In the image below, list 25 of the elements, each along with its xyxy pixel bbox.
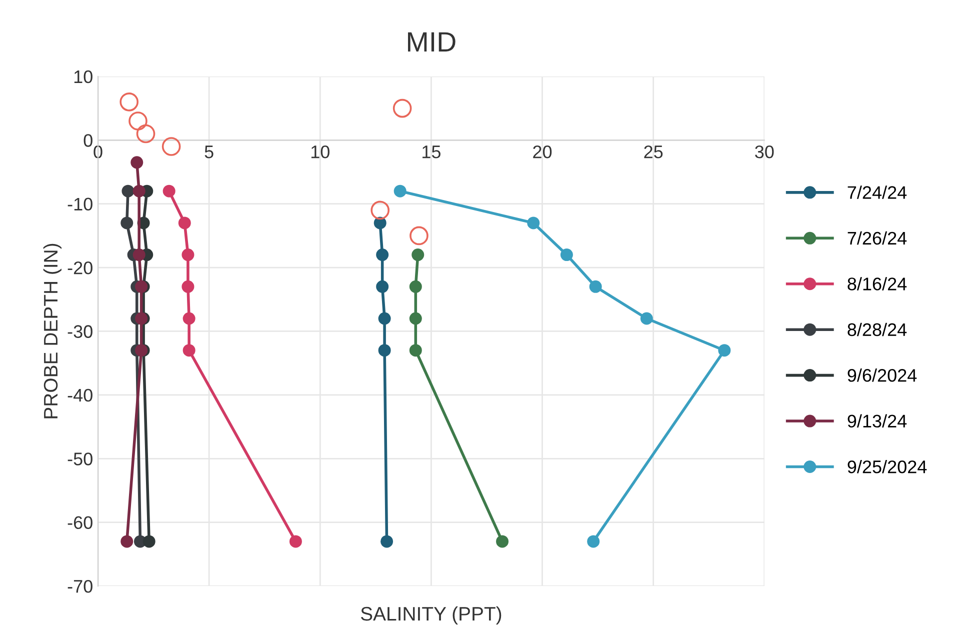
legend-label: 9/25/2024 xyxy=(848,460,927,474)
x-tick-label: 25 xyxy=(644,145,663,158)
x-tick-label: 30 xyxy=(755,145,774,158)
legend-label: 7/24/24 xyxy=(848,186,907,199)
y-tick-label: -40 xyxy=(68,388,92,402)
legend-label: 8/16/24 xyxy=(848,277,907,290)
y-tick-label: -20 xyxy=(68,261,92,274)
y-tick-label: 10 xyxy=(74,70,92,84)
y-tick-label: 0 xyxy=(84,134,92,147)
legend-label: 8/28/24 xyxy=(848,322,907,336)
y-axis-title: PROBE DEPTH (IN) xyxy=(43,244,62,418)
x-tick-label: 10 xyxy=(311,145,330,158)
x-axis-title: SALINITY (PPT) xyxy=(360,606,502,625)
y-tick-label: -50 xyxy=(68,452,92,466)
x-tick-label: 5 xyxy=(204,146,214,158)
y-tick-label: -10 xyxy=(68,198,92,211)
legend-label: 9/13/24 xyxy=(848,414,907,428)
y-tick-label: -60 xyxy=(68,516,92,530)
chart-title: MID xyxy=(408,32,456,52)
x-tick-label: 20 xyxy=(533,145,552,158)
legend-label: 9/6/2024 xyxy=(848,368,917,382)
y-tick-label: -30 xyxy=(68,325,92,338)
y-tick-label: -70 xyxy=(68,580,92,593)
legend-label: 7/26/24 xyxy=(848,231,907,245)
x-tick-label: 15 xyxy=(422,146,440,158)
